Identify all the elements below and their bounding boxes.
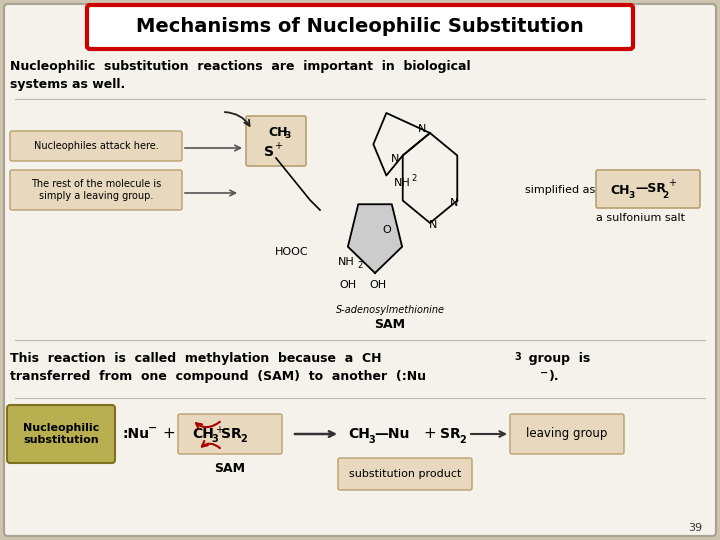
Text: :Nu: :Nu — [122, 427, 149, 441]
Text: 2: 2 — [240, 434, 247, 444]
Text: simplified as: simplified as — [525, 185, 595, 195]
Text: Nucleophilic  substitution  reactions  are  important  in  biological: Nucleophilic substitution reactions are … — [10, 60, 471, 73]
Text: 3: 3 — [368, 435, 374, 445]
FancyBboxPatch shape — [87, 5, 633, 49]
Text: S-adenosylmethionine: S-adenosylmethionine — [336, 305, 444, 315]
Text: Nucleophilic
substitution: Nucleophilic substitution — [23, 423, 99, 445]
Text: +: + — [423, 427, 436, 442]
Polygon shape — [348, 204, 402, 273]
Text: ).: ). — [549, 370, 559, 383]
Text: −: − — [148, 423, 158, 433]
Text: N: N — [390, 154, 399, 165]
Text: 3: 3 — [284, 132, 290, 140]
Text: This  reaction  is  called  methylation  because  a  CH: This reaction is called methylation beca… — [10, 352, 382, 365]
Text: S: S — [264, 145, 274, 159]
FancyBboxPatch shape — [10, 170, 182, 210]
Text: CH: CH — [268, 125, 287, 138]
Text: −: − — [540, 368, 548, 378]
FancyBboxPatch shape — [7, 405, 115, 463]
Text: 2: 2 — [357, 261, 362, 271]
Text: —Nu: —Nu — [374, 427, 410, 441]
Text: systems as well.: systems as well. — [10, 78, 125, 91]
FancyBboxPatch shape — [596, 170, 700, 208]
FancyBboxPatch shape — [178, 414, 282, 454]
Text: HOOC: HOOC — [275, 247, 309, 257]
Text: 2: 2 — [459, 435, 466, 445]
Text: O: O — [382, 225, 392, 235]
Text: OH: OH — [339, 280, 356, 290]
Text: CH: CH — [348, 427, 370, 441]
Text: leaving group: leaving group — [526, 428, 608, 441]
Text: transferred  from  one  compound  (SAM)  to  another  (:Nu: transferred from one compound (SAM) to a… — [10, 370, 426, 383]
FancyBboxPatch shape — [510, 414, 624, 454]
FancyBboxPatch shape — [246, 116, 306, 166]
FancyBboxPatch shape — [10, 131, 182, 161]
Text: SAM: SAM — [374, 319, 405, 332]
FancyBboxPatch shape — [4, 4, 716, 536]
Text: Mechanisms of Nucleophilic Substitution: Mechanisms of Nucleophilic Substitution — [136, 17, 584, 37]
Text: 39: 39 — [688, 523, 702, 533]
Text: NH: NH — [395, 178, 411, 187]
Text: +: + — [215, 425, 223, 435]
Text: SR: SR — [440, 427, 461, 441]
Text: 3: 3 — [514, 352, 521, 362]
Text: CH: CH — [610, 184, 629, 197]
Text: SR: SR — [221, 427, 242, 441]
Text: N: N — [450, 198, 459, 207]
Text: +: + — [162, 427, 175, 442]
Text: 3: 3 — [628, 191, 634, 199]
Text: a sulfonium salt: a sulfonium salt — [595, 213, 685, 223]
Text: N: N — [429, 220, 437, 230]
Text: SAM: SAM — [215, 462, 246, 475]
Text: +: + — [668, 178, 676, 188]
Text: 3: 3 — [211, 434, 217, 444]
Text: Nucleophiles attack here.: Nucleophiles attack here. — [34, 141, 158, 151]
Text: OH: OH — [369, 280, 387, 290]
Text: CH: CH — [192, 427, 214, 441]
Text: —SR: —SR — [635, 183, 666, 195]
Text: 2: 2 — [662, 191, 668, 199]
Text: NH: NH — [338, 257, 355, 267]
Text: The rest of the molecule is
simply a leaving group.: The rest of the molecule is simply a lea… — [31, 179, 161, 201]
Text: N: N — [418, 124, 426, 134]
Text: group  is: group is — [520, 352, 590, 365]
Text: 2: 2 — [411, 174, 416, 183]
FancyBboxPatch shape — [338, 458, 472, 490]
Text: substitution product: substitution product — [348, 469, 462, 479]
Text: +: + — [274, 141, 282, 151]
